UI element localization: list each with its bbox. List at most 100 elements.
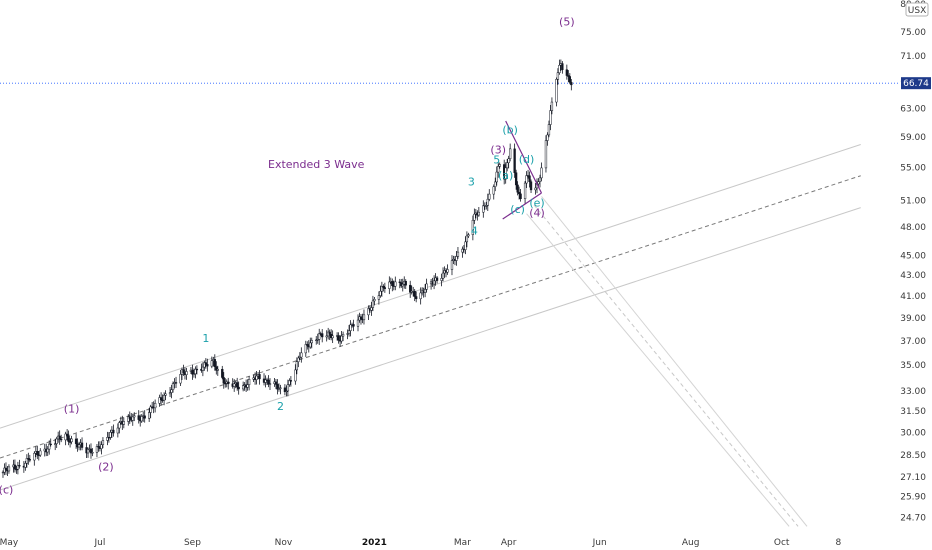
candle [497, 161, 500, 178]
candle-body [567, 75, 570, 77]
candle-body [464, 241, 467, 250]
wave-label: 5 [493, 154, 500, 167]
time-tick-label: 2021 [362, 538, 387, 548]
candle [86, 447, 90, 458]
candle [441, 267, 445, 282]
candle-body [529, 181, 533, 191]
candle [371, 295, 375, 312]
candle-body [122, 421, 125, 425]
wave-label: (4) [529, 206, 545, 219]
candle-body [401, 284, 404, 287]
candle [388, 276, 391, 295]
candle [206, 358, 209, 372]
candle [440, 273, 443, 287]
channel-line [0, 207, 861, 491]
candle-body [95, 446, 99, 453]
candle-body [494, 181, 497, 188]
candle-body [204, 362, 208, 365]
candle-body [58, 435, 61, 440]
candle [485, 201, 488, 210]
candle [300, 347, 303, 363]
candle-body [346, 333, 349, 335]
candle-body [471, 219, 475, 235]
candle-body [382, 286, 385, 288]
candle-body [446, 269, 449, 273]
candle-body [516, 184, 519, 193]
wave-label: (d) [519, 153, 535, 166]
candle [534, 182, 537, 195]
candle [349, 320, 352, 337]
candle-body [283, 387, 287, 393]
candle [567, 70, 570, 82]
candle-body [561, 63, 564, 70]
candle-body [15, 468, 18, 471]
candle-body [413, 290, 416, 297]
candle-body [191, 369, 194, 375]
candle-body [441, 272, 445, 279]
candle-body [359, 316, 363, 320]
currency-badge[interactable]: USX [905, 2, 929, 17]
wave-label: (c) [0, 483, 13, 496]
candle-body [289, 380, 293, 382]
candle-body [461, 248, 464, 253]
candle-body [309, 342, 312, 348]
candle [495, 166, 498, 186]
candle [379, 285, 382, 298]
price-tick-label: 43.00 [900, 271, 926, 281]
candle-body [27, 458, 30, 460]
candle [233, 379, 236, 392]
candle-body [1, 471, 5, 474]
candle-body [328, 331, 331, 335]
candle-body [497, 166, 500, 173]
candle-body [316, 339, 319, 341]
projection-line [533, 204, 799, 527]
candle [516, 181, 519, 196]
candle [321, 329, 324, 343]
candle [288, 378, 291, 387]
candle-body [544, 140, 548, 169]
candle [74, 433, 78, 449]
candle [192, 368, 196, 378]
candle [550, 97, 554, 115]
candle-body [241, 385, 245, 390]
price-tick-label: 71.00 [900, 52, 926, 62]
candle [310, 337, 313, 349]
candle [525, 171, 528, 189]
candle-body [216, 368, 219, 371]
candle-body [419, 292, 422, 300]
candle-body [523, 182, 527, 199]
candle [246, 379, 249, 391]
candle-body [425, 283, 428, 290]
candle [201, 362, 205, 377]
candle-body [337, 335, 340, 341]
candle-body [237, 386, 240, 390]
price-tick-label: 59.00 [900, 133, 926, 143]
candle [423, 283, 427, 298]
candle-body [388, 281, 391, 289]
candle-body [127, 416, 130, 422]
candle-body [64, 433, 67, 441]
candle [325, 330, 328, 342]
candle [268, 378, 272, 390]
candle-body [528, 175, 531, 182]
candle [1, 470, 5, 478]
candle [185, 367, 188, 380]
candle-body [162, 395, 166, 401]
candle-body [568, 76, 571, 83]
candle [519, 188, 522, 202]
time-tick-label: Mar [454, 538, 471, 548]
candle-body [179, 374, 182, 384]
candle-body [477, 211, 480, 216]
candle-body [25, 458, 29, 464]
candle-body [304, 344, 307, 354]
candle [419, 287, 422, 305]
candle [514, 169, 518, 190]
projection-line [526, 213, 790, 527]
last-price-label: 66.74 [903, 79, 929, 89]
price-axis: 24.70 25.90 27.10 28.50 30.00 31.50 33.00 35.00… [900, 0, 931, 523]
candle-body [33, 453, 36, 461]
candle-body [300, 352, 303, 358]
candle-body [276, 384, 279, 390]
candle-body [556, 72, 560, 80]
